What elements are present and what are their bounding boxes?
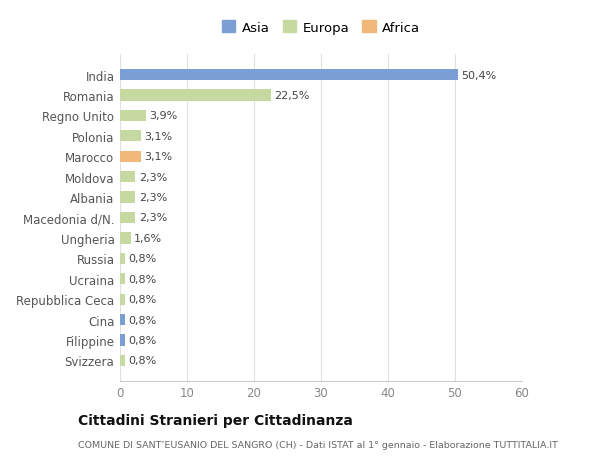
Bar [120,131,141,142]
Text: 2,3%: 2,3% [139,193,167,203]
Text: 2,3%: 2,3% [139,213,167,223]
Text: COMUNE DI SANT’EUSANIO DEL SANGRO (CH) - Dati ISTAT al 1° gennaio - Elaborazione: COMUNE DI SANT’EUSANIO DEL SANGRO (CH) -… [78,441,558,449]
Bar [120,151,141,162]
Text: 1,6%: 1,6% [134,233,162,243]
Bar [120,314,125,325]
Bar [120,90,271,101]
Bar [120,294,125,305]
Text: 0,8%: 0,8% [129,295,157,304]
Text: 0,8%: 0,8% [129,356,157,365]
Text: 22,5%: 22,5% [274,91,310,101]
Text: 50,4%: 50,4% [461,71,496,80]
Text: 2,3%: 2,3% [139,172,167,182]
Text: 0,8%: 0,8% [129,315,157,325]
Bar [120,172,136,183]
Bar [120,335,125,346]
Text: 0,8%: 0,8% [129,335,157,345]
Text: 0,8%: 0,8% [129,254,157,264]
Text: 3,1%: 3,1% [144,152,172,162]
Bar [120,111,146,122]
Bar [120,70,458,81]
Bar [120,213,136,224]
Bar [120,274,125,285]
Legend: Asia, Europa, Africa: Asia, Europa, Africa [217,16,425,40]
Bar [120,355,125,366]
Bar [120,253,125,264]
Text: 3,1%: 3,1% [144,132,172,141]
Text: Cittadini Stranieri per Cittadinanza: Cittadini Stranieri per Cittadinanza [78,414,353,428]
Bar [120,233,131,244]
Bar [120,192,136,203]
Text: 0,8%: 0,8% [129,274,157,284]
Text: 3,9%: 3,9% [149,111,178,121]
